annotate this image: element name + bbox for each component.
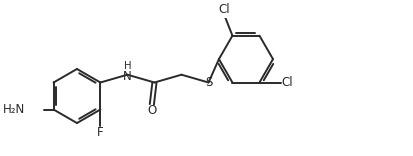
Text: Cl: Cl <box>281 76 293 89</box>
Text: O: O <box>147 104 157 117</box>
Text: F: F <box>97 126 104 139</box>
Text: N: N <box>123 70 131 83</box>
Text: H₂N: H₂N <box>3 103 25 116</box>
Text: H: H <box>124 61 132 71</box>
Text: Cl: Cl <box>219 3 230 16</box>
Text: S: S <box>205 76 212 89</box>
